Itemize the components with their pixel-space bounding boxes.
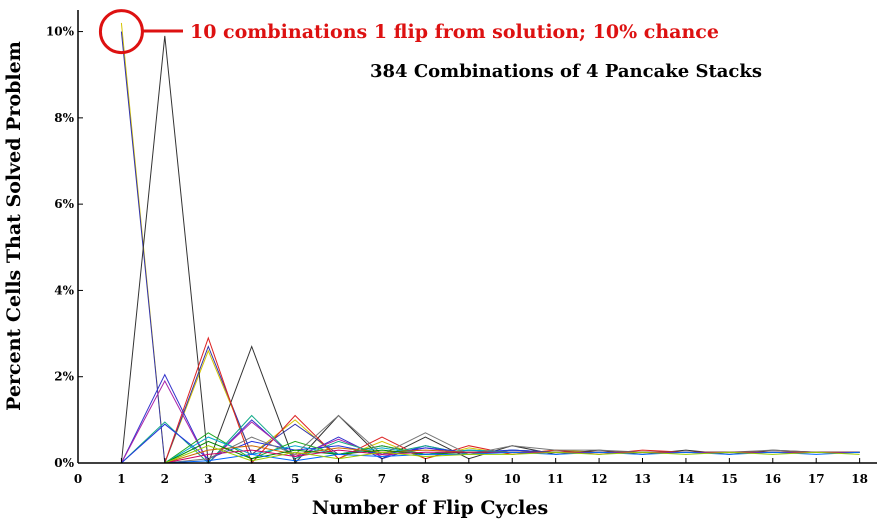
x-tick-label: 9	[465, 472, 473, 486]
annotation-circle	[98, 9, 144, 55]
x-tick-label: 5	[291, 472, 299, 486]
series-line-3	[120, 35, 860, 464]
x-tick-label: 17	[808, 472, 825, 486]
x-tick-label: 10	[504, 472, 521, 486]
chart-title: 384 Combinations of 4 Pancake Stacks	[370, 61, 762, 82]
x-tick-label: 1	[117, 472, 125, 486]
x-tick-label: 16	[764, 472, 781, 486]
plot-lines	[120, 22, 860, 464]
x-tick-label: 15	[721, 472, 738, 486]
x-tick-label: 8	[421, 472, 429, 486]
x-tick-label: 2	[161, 472, 169, 486]
y-tick-label: 2%	[54, 370, 74, 384]
x-tick-label: 18	[851, 472, 868, 486]
series-line-15	[121, 451, 860, 464]
y-tick-label: 6%	[54, 197, 74, 211]
series-line-14	[121, 449, 860, 464]
x-ticks: 0 1 2 3 4 5 6 7 8 9 10 11 12 13 14 15 16 17 18	[74, 458, 868, 486]
annotation-text: 10 combinations 1 flip from solution; 10…	[190, 21, 719, 43]
y-tick-label: 0%	[54, 456, 74, 470]
y-tick-label: 8%	[54, 111, 74, 125]
x-tick-label: 4	[248, 472, 256, 486]
x-tick-label: 3	[204, 472, 212, 486]
y-ticks: 0% 2% 4% 6% 8% 10%	[46, 25, 83, 470]
x-tick-label: 0	[74, 472, 82, 486]
x-tick-label: 6	[334, 472, 342, 486]
x-axis-label: Number of Flip Cycles	[312, 497, 548, 519]
series-line-16	[121, 445, 860, 464]
axes	[77, 10, 877, 464]
y-tick-label: 4%	[54, 283, 74, 297]
series-line-1	[120, 22, 860, 464]
x-tick-label: 11	[547, 472, 564, 486]
y-tick-label: 10%	[46, 25, 75, 39]
x-tick-label: 12	[591, 472, 608, 486]
x-tick-label: 13	[634, 472, 651, 486]
x-tick-label: 7	[378, 472, 386, 486]
y-axis-label: Percent Cells That Solved Problem	[3, 41, 25, 411]
x-tick-label: 14	[678, 472, 695, 486]
